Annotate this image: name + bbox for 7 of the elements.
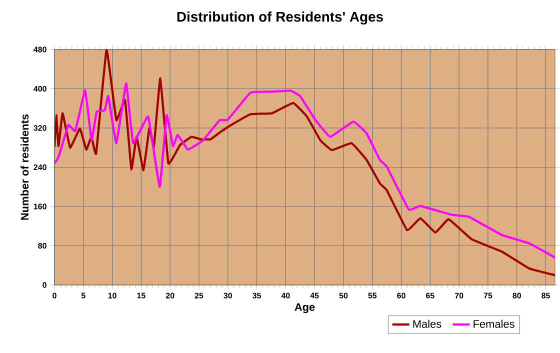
chart-title: Distribution of Residents' Ages bbox=[177, 11, 383, 25]
legend-label: Females bbox=[474, 320, 514, 328]
legend-label: Males bbox=[413, 320, 442, 328]
y-axis-title: Number of residents bbox=[20, 114, 29, 220]
line-series bbox=[54, 82, 556, 259]
line-series bbox=[54, 50, 556, 276]
x-axis-title: Age bbox=[294, 303, 315, 314]
